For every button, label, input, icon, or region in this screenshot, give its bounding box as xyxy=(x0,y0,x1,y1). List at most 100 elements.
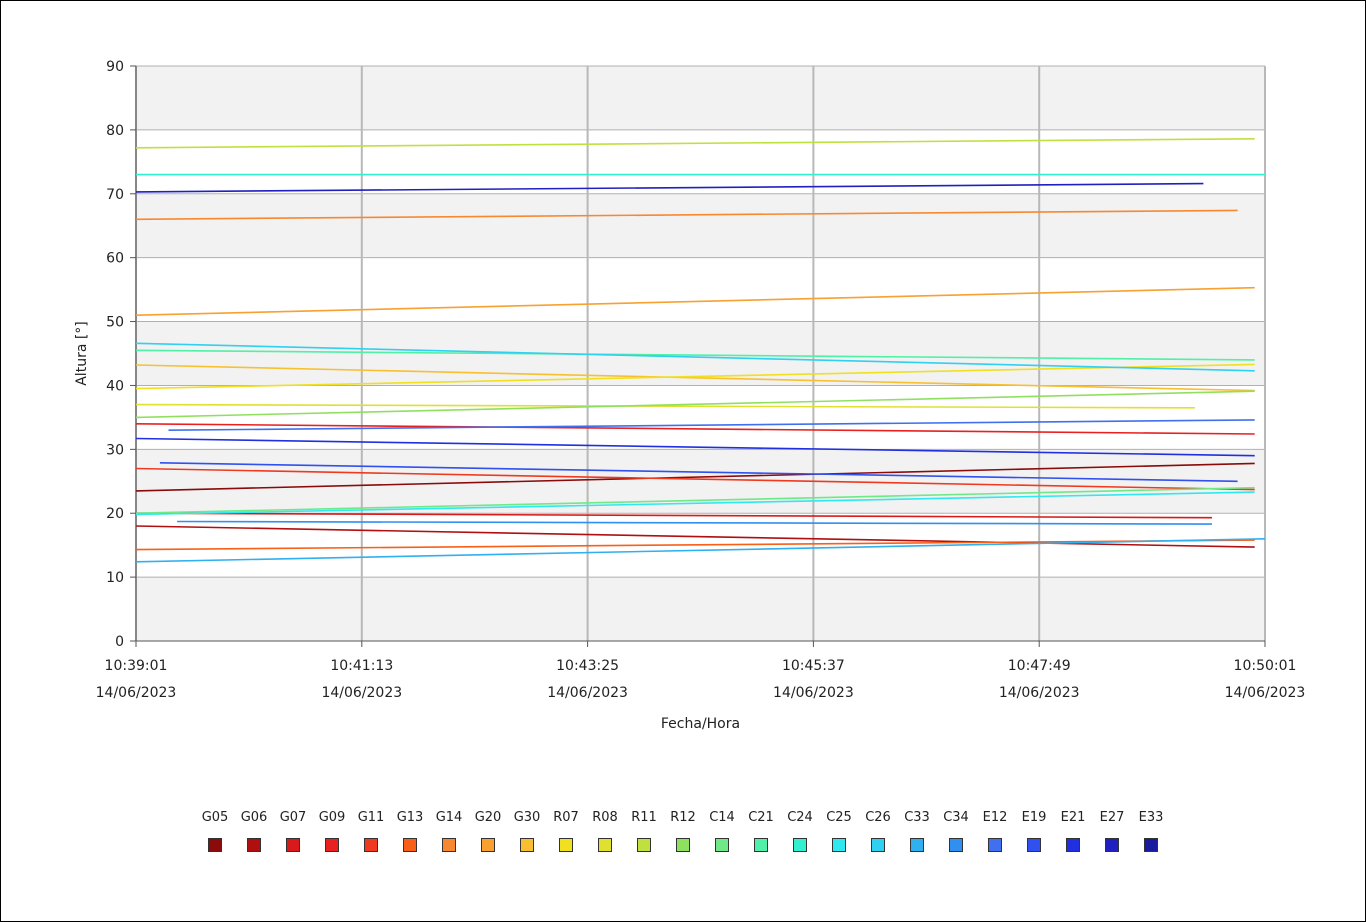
legend-label: G20 xyxy=(474,810,502,825)
x-tick-date: 14/06/2023 xyxy=(999,685,1080,701)
legend-swatch xyxy=(793,838,807,852)
y-tick-label: 20 xyxy=(106,506,124,522)
legend-swatch xyxy=(715,838,729,852)
legend-label: G05 xyxy=(201,810,229,825)
series-line-g07 xyxy=(135,512,1213,519)
series-line-r07 xyxy=(135,363,1255,390)
x-tick-date: 14/06/2023 xyxy=(96,685,177,701)
series-line-g13 xyxy=(135,539,1255,551)
series-line-e27 xyxy=(135,182,1204,193)
legend-item-r07: R07 xyxy=(547,808,586,852)
plot-band xyxy=(136,66,1265,130)
legend-swatch xyxy=(949,838,963,852)
series-line-c33 xyxy=(135,538,1266,563)
legend-label: C33 xyxy=(904,810,930,825)
series-line-g05 xyxy=(135,462,1255,492)
legend-swatch xyxy=(871,838,885,852)
legend-swatch xyxy=(208,838,222,852)
y-axis-title: Altura [°] xyxy=(74,321,90,386)
x-tick-date: 14/06/2023 xyxy=(1225,685,1306,701)
legend-item-c14: C14 xyxy=(703,808,742,852)
legend-label: G09 xyxy=(318,810,346,825)
series-line-g11 xyxy=(135,467,1255,491)
legend-item-e21: E21 xyxy=(1054,808,1093,852)
legend-swatch xyxy=(637,838,651,852)
plot-band xyxy=(136,257,1265,322)
y-tick-label: 80 xyxy=(106,123,124,139)
legend-swatch xyxy=(520,838,534,852)
x-tick-time: 10:47:49 xyxy=(1008,658,1071,674)
legend-swatch xyxy=(247,838,261,852)
legend-item-c34: C34 xyxy=(937,808,976,852)
series-lines xyxy=(135,138,1266,563)
series-line-r11 xyxy=(135,138,1255,149)
legend-label: G13 xyxy=(396,810,424,825)
legend-label: R08 xyxy=(592,810,618,825)
legend-item-g30: G30 xyxy=(508,808,547,852)
plot-band xyxy=(136,193,1265,258)
y-tick-label: 50 xyxy=(106,315,124,331)
series-line-r12 xyxy=(135,390,1255,419)
series-line-c26 xyxy=(135,342,1255,372)
series-line-e12 xyxy=(168,419,1255,431)
legend-item-r11: R11 xyxy=(625,808,664,852)
series-line-g30 xyxy=(135,364,1255,392)
series-line-g14 xyxy=(135,209,1238,221)
x-axis-title: Fecha/Hora xyxy=(661,716,740,732)
series-line-c21 xyxy=(135,349,1255,361)
y-tick-label: 60 xyxy=(106,251,124,267)
legend-swatch xyxy=(832,838,846,852)
legend-label: E19 xyxy=(1021,810,1047,825)
legend-swatch xyxy=(325,838,339,852)
series-line-c14 xyxy=(135,486,1255,514)
plot-bands xyxy=(136,66,1265,641)
legend-item-r08: R08 xyxy=(586,808,625,852)
series-line-g09 xyxy=(135,423,1255,435)
legend-label: G14 xyxy=(435,810,463,825)
legend-label: E27 xyxy=(1099,810,1125,825)
legend-item-g09: G09 xyxy=(313,808,352,852)
legend-label: G11 xyxy=(357,810,385,825)
plot-band xyxy=(136,321,1265,386)
legend-swatch xyxy=(481,838,495,852)
legend-swatch xyxy=(676,838,690,852)
legend-label: C14 xyxy=(709,810,735,825)
legend-swatch xyxy=(598,838,612,852)
legend-label: G06 xyxy=(240,810,268,825)
legend-swatch xyxy=(1144,838,1158,852)
legend-item-g11: G11 xyxy=(352,808,391,852)
legend-item-c21: C21 xyxy=(742,808,781,852)
legend-label: R11 xyxy=(631,810,657,825)
series-line-e19 xyxy=(159,462,1238,483)
legend-item-g20: G20 xyxy=(469,808,508,852)
legend-item-e27: E27 xyxy=(1093,808,1132,852)
y-tick-label: 70 xyxy=(106,187,124,203)
legend-item-g05: G05 xyxy=(196,808,235,852)
legend-label: G07 xyxy=(279,810,307,825)
legend-label: E12 xyxy=(982,810,1008,825)
y-tick-labels: 0 10 20 30 40 50 60 70 80 90 xyxy=(106,59,124,650)
x-tick-time: 10:45:37 xyxy=(782,658,845,674)
legend-swatch xyxy=(1027,838,1041,852)
x-tick-date: 14/06/2023 xyxy=(773,685,854,701)
legend-label: C34 xyxy=(943,810,969,825)
legend: G05 G06 G07 G09 G11 G13 G14 G20 G30 R07 R08 R11 R12 C… xyxy=(0,808,1366,852)
legend-swatch xyxy=(910,838,924,852)
y-tick-label: 10 xyxy=(106,570,124,586)
legend-swatch xyxy=(442,838,456,852)
x-tick-time: 10:43:25 xyxy=(556,658,619,674)
legend-item-c25: C25 xyxy=(820,808,859,852)
legend-label: G30 xyxy=(513,810,541,825)
series-line-c34 xyxy=(177,520,1213,525)
legend-swatch xyxy=(1105,838,1119,852)
legend-label: E33 xyxy=(1138,810,1164,825)
legend-label: C25 xyxy=(826,810,852,825)
series-line-r08 xyxy=(135,403,1195,409)
x-tick-time: 10:39:01 xyxy=(105,658,168,674)
y-tick-label: 0 xyxy=(115,634,124,650)
legend-item-g13: G13 xyxy=(391,808,430,852)
series-line-e21 xyxy=(135,437,1255,457)
legend-item-e33: E33 xyxy=(1132,808,1171,852)
series-line-g20 xyxy=(135,286,1255,316)
